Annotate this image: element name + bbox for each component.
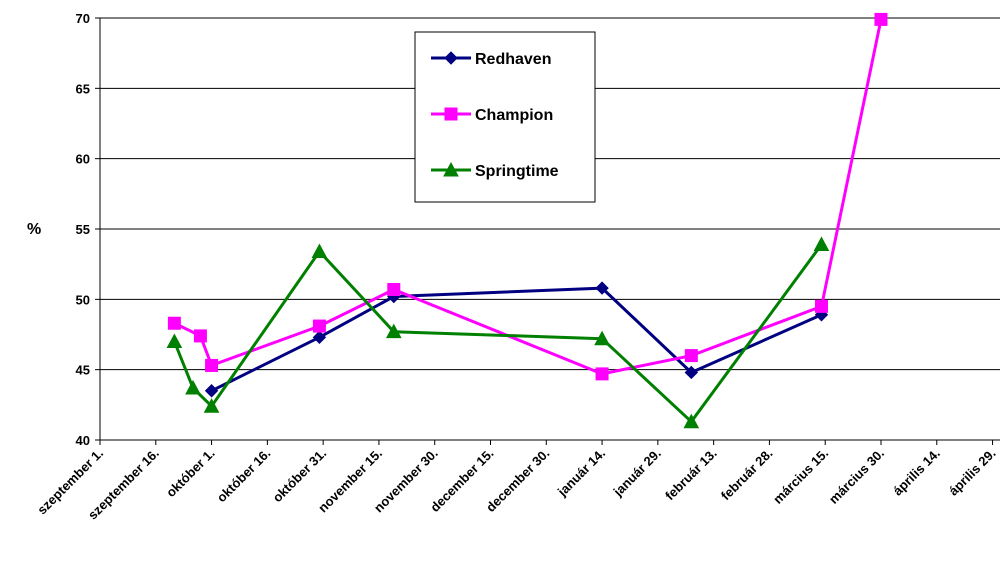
x-tick-label: október 1. <box>163 446 218 501</box>
y-tick-label: 45 <box>76 363 90 378</box>
series-line-redhaven <box>210 286 823 393</box>
y-tick-label: 60 <box>76 152 90 167</box>
legend-label: Springtime <box>475 163 559 180</box>
data-point-champion <box>193 329 207 343</box>
x-tick-label: január 14. <box>554 446 608 500</box>
x-tick-label: február 28. <box>718 446 776 504</box>
data-point-champion <box>684 349 698 363</box>
data-point-redhaven <box>684 365 699 380</box>
legend: Redhaven Champion Springtime <box>414 31 596 203</box>
data-point-champion <box>205 358 219 372</box>
x-tick-label: április 14. <box>890 446 943 499</box>
y-tick-label: 50 <box>76 292 90 307</box>
series-springtime <box>166 236 830 429</box>
legend-marker-springtime <box>443 161 459 177</box>
data-point-redhaven <box>312 330 327 345</box>
legend-label: Champion <box>475 107 553 124</box>
data-point-springtime <box>311 243 328 259</box>
x-tick-label: március 30. <box>826 446 887 507</box>
data-point-springtime <box>683 413 700 429</box>
data-point-redhaven <box>204 384 219 398</box>
legend-item-springtime: Springtime <box>431 161 559 180</box>
data-point-champion <box>595 367 609 381</box>
data-point-springtime <box>813 236 830 251</box>
data-point-champion <box>874 12 888 26</box>
x-tick-label: október 16. <box>214 446 274 506</box>
y-tick-label: 40 <box>76 433 90 448</box>
data-point-champion <box>814 299 828 313</box>
legend-label: Redhaven <box>475 51 551 68</box>
data-point-springtime <box>185 379 201 395</box>
legend-item-redhaven: Redhaven <box>431 51 551 68</box>
data-point-champion <box>312 319 326 333</box>
legend-item-champion: Champion <box>431 107 553 124</box>
y-tick-label: 70 <box>76 11 90 26</box>
y-tick-label: 65 <box>76 81 90 96</box>
data-point-springtime <box>385 323 402 339</box>
series-champion <box>167 12 888 381</box>
data-point-redhaven <box>595 281 609 295</box>
data-point-springtime <box>203 398 220 413</box>
data-point-champion <box>167 316 181 330</box>
x-tick-label: január 29. <box>610 446 664 500</box>
y-tick-label: 55 <box>76 222 90 237</box>
data-point-springtime <box>594 330 610 346</box>
x-tick-label: október 31. <box>270 446 330 506</box>
legend-marker-champion <box>444 107 458 121</box>
legend-marker-redhaven <box>444 51 458 65</box>
x-tick-label: március 15. <box>770 446 831 507</box>
data-point-champion <box>387 282 401 296</box>
x-tick-label: február 13. <box>662 446 720 504</box>
x-tick-label: április 29. <box>946 446 999 499</box>
y-axis-label: % <box>27 221 41 238</box>
series-group <box>166 12 888 429</box>
data-point-springtime <box>166 333 183 349</box>
